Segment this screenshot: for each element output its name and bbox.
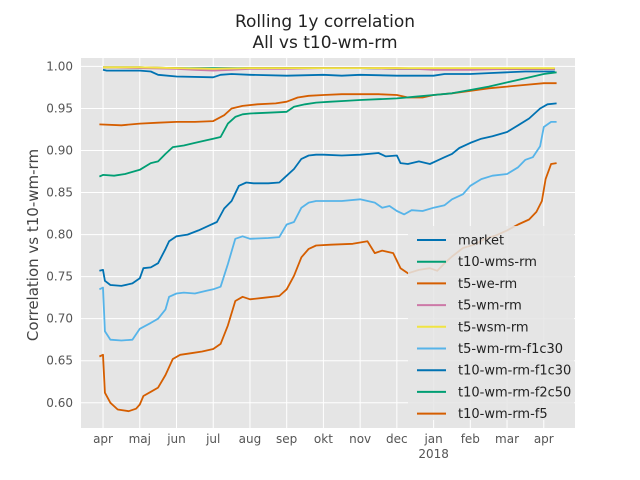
legend-label: t5-wm-rm [458, 299, 522, 314]
x-year-label: 2018 [418, 447, 449, 461]
chart-subtitle: All vs t10-wm-rm [252, 33, 397, 53]
legend-label: t10-wm-rm-f2c50 [458, 385, 571, 400]
x-tick-label: aug [239, 432, 262, 446]
y-tick-label: 0.75 [46, 270, 73, 284]
x-tick-label: sep [276, 432, 297, 446]
y-tick-label: 0.60 [46, 396, 73, 410]
series-line-t10-wm-rm-f2c50 [99, 71, 557, 178]
x-tick-label: apr [93, 432, 113, 446]
legend-box [408, 226, 574, 420]
series-line-t10-wm-rm-f1c30 [99, 102, 557, 287]
y-tick-label: 0.95 [46, 101, 73, 115]
series-line-upper-orange [99, 82, 557, 127]
x-tick-label: jul [205, 432, 220, 446]
y-tick-label: 0.65 [46, 354, 73, 368]
y-tick-label: 0.70 [46, 312, 73, 326]
legend: market t10-wms-rm t5-we-rm t5-wm-rm t5-wsm-r… [408, 226, 574, 422]
x-tick-label: maj [129, 432, 151, 446]
legend-label: market [458, 234, 504, 249]
y-tick-label: 0.80 [46, 228, 73, 242]
legend-label: t5-wsm-rm [458, 320, 529, 335]
x-tick-label: jun [166, 432, 186, 446]
y-tick-label: 1.00 [46, 59, 73, 73]
series-line-t5-wm-rm-f1c30 [99, 121, 557, 342]
x-tick-label: mar [495, 432, 519, 446]
x-tick-label: okt [314, 432, 333, 446]
x-tick-label: jan [423, 432, 442, 446]
y-axis-ticks: 0.60 0.65 0.70 0.75 0.80 0.85 0.90 0.95 1.00 [46, 59, 73, 409]
y-tick-label: 0.85 [46, 186, 73, 200]
y-tick-label: 0.90 [46, 144, 73, 158]
y-axis-title: Correlation vs t10-wm-rm [24, 149, 42, 341]
legend-label: t10-wm-rm-f5 [458, 407, 548, 422]
legend-label: t5-we-rm [458, 277, 517, 292]
legend-label: t10-wm-rm-f1c30 [458, 364, 571, 379]
legend-label: t5-wm-rm-f1c30 [458, 342, 563, 357]
x-tick-label: dec [386, 432, 408, 446]
x-tick-label: apr [534, 432, 554, 446]
chart-title: Rolling 1y correlation [235, 12, 415, 32]
series-line-market [102, 68, 555, 79]
series-line-t5-wsm-rm [103, 66, 555, 70]
x-tick-label: nov [349, 432, 371, 446]
x-tick-label: feb [461, 432, 480, 446]
x-axis-ticks: apr maj jun jul aug sep okt nov dec jan feb mar apr 2… [93, 432, 554, 461]
legend-label: t10-wms-rm [458, 255, 537, 270]
